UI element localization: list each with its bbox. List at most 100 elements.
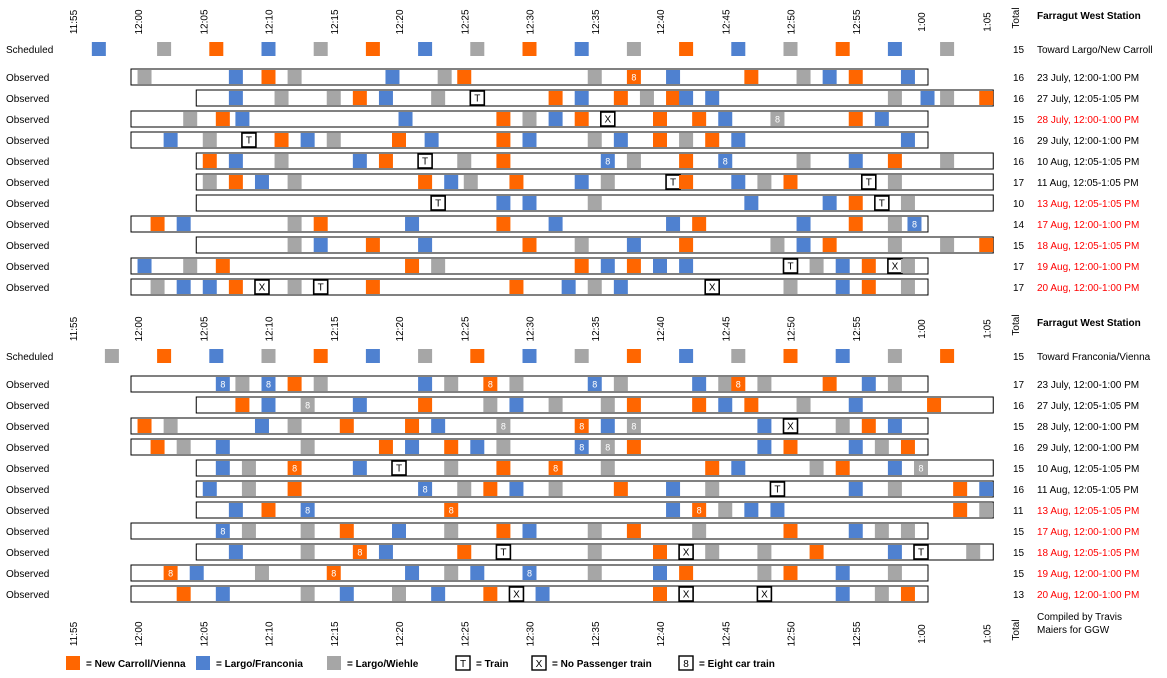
station-title-1: Farragut West Station xyxy=(1037,318,1141,329)
legend-swatch-label-4: X xyxy=(536,659,543,670)
train-mark-b-0-s-9 xyxy=(574,42,589,56)
train-mark-b-1-8-3 xyxy=(378,545,393,559)
observation-window-1-6 xyxy=(195,501,994,519)
train-mark-g-1-3-8 xyxy=(496,440,511,454)
train-mark-o-1-s-10 xyxy=(626,349,641,363)
row-date-0-3: 29 July, 12:00-1:00 PM xyxy=(1037,136,1139,147)
train-mark-b-0-9-12 xyxy=(835,259,850,273)
train-mark-o-1-1-4 xyxy=(418,398,433,412)
total-header-1: Total xyxy=(1011,314,1022,335)
row-total-0-5: 17 xyxy=(1013,178,1025,189)
footer-time-label-11: 12:50 xyxy=(787,621,798,646)
train-mark-g-1-2-10 xyxy=(626,419,641,433)
time-label-0-6: 12:25 xyxy=(460,9,471,34)
observation-window-0-4 xyxy=(195,152,994,170)
time-label-1-3: 12:10 xyxy=(265,316,276,341)
train-mark-o-1-3-6 xyxy=(444,440,459,454)
time-label-0-12: 12:55 xyxy=(852,9,863,34)
train-mark-o-1-3-16 xyxy=(900,440,915,454)
footer-time-label-12: 12:55 xyxy=(852,621,863,646)
train-mark-g-1-5-1 xyxy=(241,482,256,496)
train-mark-o-1-8-7 xyxy=(653,545,667,559)
train-mark-b-0-6-4 xyxy=(744,196,759,210)
train-mark-o-1-2-5 xyxy=(405,419,420,433)
train-mark-o-0-8-4 xyxy=(522,238,537,252)
observation-window-1-2 xyxy=(130,417,929,435)
legend-label-2: = Largo/Wiehle xyxy=(347,659,419,670)
train-marker-label-1-5-11: T xyxy=(774,485,780,496)
train-mark-g-1-10-4 xyxy=(392,587,406,601)
no-passenger-marker-label-1-2-12: X xyxy=(787,422,794,433)
train-mark-o-0-9-13 xyxy=(861,259,876,273)
scheduled-direction-0: Toward Largo/New Carroll xyxy=(1037,45,1153,56)
train-mark-b-0-7-9 xyxy=(796,217,811,231)
train-marker-0-4-5 xyxy=(417,153,433,169)
no-passenger-marker-label-0-9-14: X xyxy=(892,262,899,273)
train-marker-1-5-11 xyxy=(769,481,786,497)
train-mark-b-0-0-14 xyxy=(900,70,915,84)
eight-car-label-1-2-10: 8 xyxy=(631,422,636,432)
row-total-1-10: 13 xyxy=(1013,590,1025,601)
row-total-0-2: 15 xyxy=(1013,115,1025,126)
train-mark-o-0-2-9 xyxy=(653,112,667,126)
train-mark-o-0-7-5 xyxy=(496,217,511,231)
train-mark-b-1-6-7 xyxy=(744,503,759,517)
train-mark-g-1-5-10 xyxy=(705,482,720,496)
observed-label-0-7: Observed xyxy=(6,220,49,231)
train-mark-g-1-s-3 xyxy=(261,349,276,363)
scheduled-total-0: 15 xyxy=(1013,45,1025,56)
footer-time-label-9: 12:40 xyxy=(656,621,667,646)
observation-window-0-1 xyxy=(195,89,994,107)
train-mark-b-0-2-3 xyxy=(398,112,413,126)
observed-label-0-5: Observed xyxy=(6,178,49,189)
time-label-0-10: 12:45 xyxy=(721,9,732,34)
eight-car-label-1-6-3: 8 xyxy=(449,506,454,516)
time-label-0-4: 12:15 xyxy=(330,9,341,34)
train-mark-b-0-1-4 xyxy=(378,91,393,105)
train-marker-label-0-10-6: T xyxy=(318,283,324,294)
time-label-0-14: 1:05 xyxy=(982,12,993,32)
train-mark-g-1-0-4 xyxy=(313,377,328,391)
train-mark-b-1-1-1 xyxy=(261,398,276,412)
train-mark-g-0-8-12 xyxy=(940,238,955,252)
row-total-0-9: 17 xyxy=(1013,262,1025,273)
no-passenger-marker-label-0-10-12: X xyxy=(709,283,716,294)
eight-car-label-1-0-9: 8 xyxy=(592,380,597,390)
footer-time-label-8: 12:35 xyxy=(591,621,602,646)
legend-label-4: = No Passenger train xyxy=(552,659,652,670)
train-mark-o-1-s-1 xyxy=(157,349,172,363)
scheduled-direction-1: Toward Franconia/Vienna xyxy=(1037,352,1151,363)
train-mark-o-1-4-2 xyxy=(287,461,302,475)
train-mark-g-1-3-1 xyxy=(176,440,191,454)
train-mark-o-0-10-3 xyxy=(228,280,243,294)
train-mark-b-1-9-13 xyxy=(835,566,850,580)
train-marker-label-1-8-13: T xyxy=(918,548,924,559)
train-mark-g-1-9-2 xyxy=(254,566,269,580)
eight-car-label-1-5-3: 8 xyxy=(423,485,428,495)
no-passenger-marker-label-0-2-8: X xyxy=(604,115,611,126)
eight-car-label-1-4-7: 8 xyxy=(553,464,558,474)
row-date-0-0: 23 July, 12:00-1:00 PM xyxy=(1037,73,1139,84)
train-mark-o-0-10-8 xyxy=(509,280,524,294)
train-mark-b-0-6-5 xyxy=(822,196,837,210)
observed-label-1-0: Observed xyxy=(6,380,49,391)
train-mark-b-1-2-6 xyxy=(431,419,446,433)
train-mark-o-1-10-0 xyxy=(176,587,191,601)
train-mark-o-0-1-3 xyxy=(352,91,367,105)
train-mark-o-1-4-7 xyxy=(548,461,563,475)
train-mark-b-1-10-3 xyxy=(339,587,354,601)
train-mark-g-0-10-16 xyxy=(900,280,915,294)
train-mark-g-1-6-6 xyxy=(718,503,733,517)
row-total-0-0: 16 xyxy=(1013,73,1025,84)
row-total-0-1: 16 xyxy=(1013,94,1025,105)
train-mark-g-0-0-3 xyxy=(287,70,302,84)
train-mark-g-0-6-3 xyxy=(587,196,602,210)
observation-window-0-10 xyxy=(130,278,929,296)
train-mark-g-0-1-1 xyxy=(274,91,289,105)
scheduled-total-1: 15 xyxy=(1013,352,1025,363)
train-mark-b-0-10-2 xyxy=(202,280,217,294)
train-mark-o-0-0-10 xyxy=(744,70,759,84)
legend-label-5: = Eight car train xyxy=(699,659,775,670)
footer-time-label-2: 12:05 xyxy=(199,621,210,646)
row-date-1-5: 11 Aug, 12:05-1:05 PM xyxy=(1037,485,1139,496)
